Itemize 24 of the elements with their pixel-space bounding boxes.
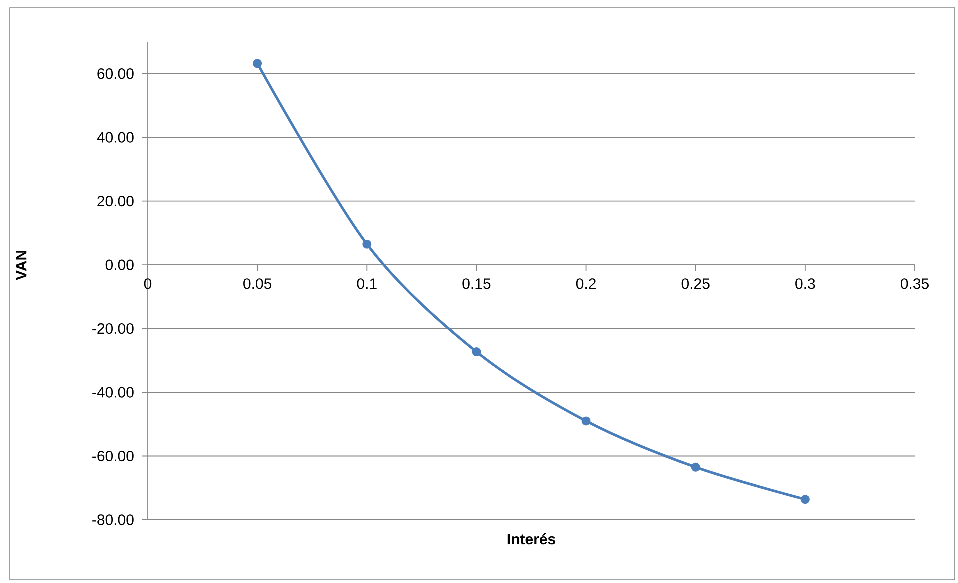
y-tick-label: 0.00: [106, 260, 134, 270]
y-tick-label: 20.00: [98, 196, 134, 207]
x-tick-label: 0.15: [462, 278, 491, 290]
x-tick-label: 0.3: [796, 278, 816, 290]
point: [582, 416, 591, 426]
x-tick-label: 0: [144, 278, 152, 290]
x-tick-label: 0.05: [244, 278, 272, 290]
x-tick-label: 0.1: [357, 278, 377, 290]
x-axis-title: Interés: [508, 534, 556, 545]
x-tick-label: 0.35: [900, 278, 929, 290]
x-tick-label: 0.25: [682, 278, 710, 290]
y-tick-label: -40.00: [92, 387, 134, 398]
y-tick-label: -20.00: [92, 323, 134, 334]
point: [253, 59, 262, 68]
point: [800, 495, 810, 504]
y-tick-label: -60.00: [92, 450, 134, 462]
y-tick-label: 40.00: [97, 132, 134, 143]
y-axis-title: VAN: [16, 250, 27, 280]
point: [472, 348, 482, 357]
point: [362, 240, 372, 249]
point: [691, 462, 700, 472]
x-tick-label: 0.2: [576, 278, 596, 290]
y-tick-label: 60.00: [98, 68, 134, 80]
y-tick-label: -80.00: [92, 514, 134, 526]
